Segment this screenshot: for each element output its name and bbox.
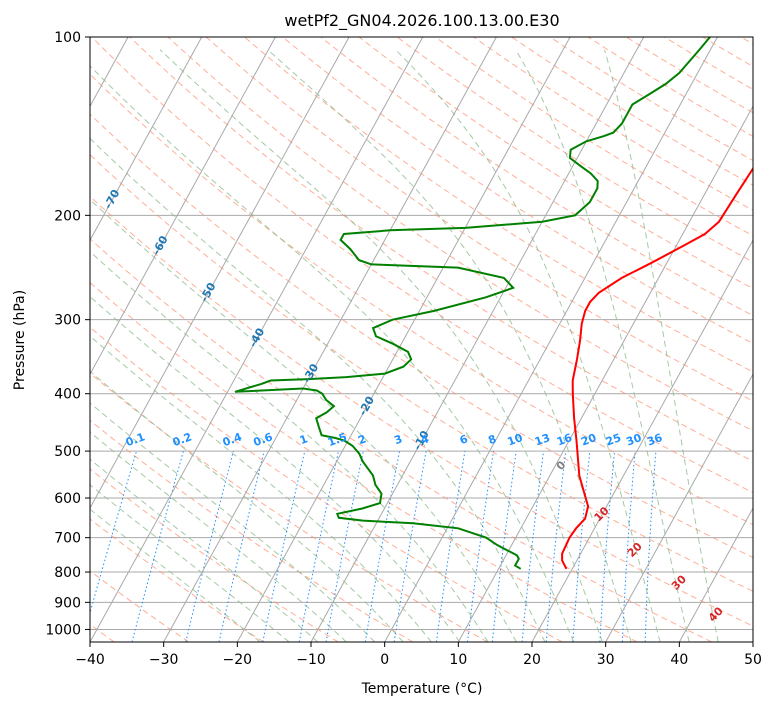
x-tick-label: 20 bbox=[523, 652, 541, 668]
moist-adiabat-line bbox=[90, 296, 461, 642]
dewpoint-line bbox=[234, 37, 711, 570]
moist-adiabat-line bbox=[90, 137, 546, 642]
dry-adiabat-line bbox=[244, 37, 753, 373]
isotherm-line bbox=[90, 37, 350, 510]
isotherm-line bbox=[236, 37, 571, 642]
x-tick-label: 30 bbox=[597, 652, 615, 668]
mixing-ratio-label: 25 bbox=[604, 431, 623, 448]
x-tick-label: 0 bbox=[380, 652, 389, 668]
mixing-ratio-line bbox=[545, 451, 567, 642]
moist-adiabat-line bbox=[90, 458, 319, 642]
chart-title: wetPf2_GN04.2026.100.13.00.E30 bbox=[284, 11, 559, 31]
isotherm-line bbox=[163, 37, 497, 642]
mixing-ratio-label: 30 bbox=[625, 431, 644, 449]
mixing-ratio-label: 4 bbox=[419, 432, 431, 447]
temperature-line bbox=[561, 166, 753, 570]
moist-adiabat-line bbox=[515, 49, 690, 642]
dry-adiabat-line bbox=[90, 238, 712, 642]
x-tick-label: −10 bbox=[296, 652, 326, 668]
mixing-ratio-label: 2 bbox=[356, 432, 368, 447]
dry-adiabat-line bbox=[90, 468, 339, 642]
dry-adiabat-line bbox=[396, 37, 753, 263]
mixing-ratio-label: 0.2 bbox=[171, 430, 194, 449]
mixing-ratio-label: 0.1 bbox=[124, 430, 147, 449]
x-tick-label: 50 bbox=[744, 652, 762, 668]
dry-adiabat-line bbox=[90, 326, 563, 642]
moist-adiabat-line bbox=[90, 431, 347, 642]
isotherm-line bbox=[90, 37, 276, 376]
moist-adiabat-line bbox=[90, 402, 376, 642]
mixing-ratio-label: 1 bbox=[298, 432, 310, 447]
y-tick-label: 800 bbox=[54, 565, 81, 581]
dry-adiabat-line bbox=[91, 37, 753, 494]
mixing-ratio-line bbox=[262, 450, 306, 642]
pressure-gridlines bbox=[90, 37, 753, 630]
plot-frame bbox=[89, 36, 754, 643]
y-tick-label: 300 bbox=[54, 313, 81, 329]
y-tick-label: 1000 bbox=[45, 622, 81, 638]
y-tick-label: 100 bbox=[54, 30, 81, 46]
x-tick-label: −20 bbox=[223, 652, 253, 668]
mixing-ratio-label: 6 bbox=[458, 432, 470, 447]
mixing-ratio-line bbox=[185, 450, 234, 642]
x-tick-label: −30 bbox=[149, 652, 179, 668]
x-tick-label: 10 bbox=[449, 652, 467, 668]
dry-adiabat-line bbox=[90, 195, 753, 627]
dry-adiabat-line bbox=[129, 37, 753, 462]
x-tick-label: 40 bbox=[670, 652, 688, 668]
dry-adiabat-line bbox=[320, 37, 753, 317]
mixing-ratio-line bbox=[467, 451, 494, 642]
mixing-ratio-label: 13 bbox=[533, 431, 552, 448]
dry-adiabats bbox=[90, 37, 753, 642]
y-axis-ticks: 100 200 300 400 500 600 700 800 900 1000 bbox=[45, 30, 90, 638]
dry-adiabat-line bbox=[90, 113, 753, 559]
mixing-ratio-label: 8 bbox=[487, 432, 499, 447]
dry-adiabat-line bbox=[282, 37, 753, 345]
mixing-ratio-label: 3 bbox=[393, 432, 405, 447]
mixing-ratio-label: 10 bbox=[506, 431, 525, 449]
mixing-ratio-label: 16 bbox=[555, 431, 574, 449]
isotherm-line bbox=[384, 37, 718, 642]
mixing-ratio-label: 0.6 bbox=[252, 430, 275, 449]
dry-adiabat-line bbox=[358, 37, 753, 290]
x-axis-label: Temperature (°C) bbox=[361, 681, 483, 697]
x-axis-ticks: −40 −30 −20 −10 0 10 20 30 40 50 bbox=[75, 642, 762, 668]
isotherm-line bbox=[605, 373, 753, 642]
y-axis-label: Pressure (hPa) bbox=[12, 290, 28, 390]
isotherm-line bbox=[90, 37, 203, 242]
sounding-series bbox=[234, 37, 753, 570]
mixing-ratio-line bbox=[491, 451, 517, 642]
mixing-ratio-line bbox=[218, 450, 265, 642]
isotherms bbox=[90, 37, 753, 642]
y-tick-label: 900 bbox=[54, 595, 81, 611]
plot-area: -100-90-80-70-60-50-40-30-20-100.10.20.4… bbox=[90, 37, 753, 642]
mixing-ratio-label: 36 bbox=[645, 431, 664, 449]
mixing-ratio-line bbox=[435, 451, 466, 642]
mixing-ratio-line bbox=[521, 451, 545, 642]
moist-adiabat-line bbox=[90, 250, 489, 642]
moist-adiabat-line bbox=[395, 49, 661, 642]
isotherm-line bbox=[457, 105, 753, 642]
isotherm-line bbox=[90, 37, 424, 642]
isotherm-line bbox=[531, 239, 753, 642]
mixing-ratio-label: 20 bbox=[579, 431, 598, 449]
y-tick-label: 400 bbox=[54, 387, 81, 403]
dry-adiabat-line bbox=[90, 154, 753, 592]
isotherm-line bbox=[678, 507, 753, 642]
y-tick-label: 600 bbox=[54, 491, 81, 507]
isotherm-line bbox=[310, 37, 645, 642]
mixing-ratio-line bbox=[90, 450, 137, 615]
mixing-ratio-label: 0.4 bbox=[221, 430, 244, 449]
moist-adiabat-line bbox=[90, 335, 432, 642]
y-tick-label: 500 bbox=[54, 444, 81, 460]
dry-adiabat-line bbox=[90, 73, 753, 526]
y-tick-label: 700 bbox=[54, 531, 81, 547]
x-tick-label: −40 bbox=[75, 652, 105, 668]
mixing-ratio-label: 1.5 bbox=[326, 430, 349, 449]
y-tick-label: 200 bbox=[54, 208, 81, 224]
moist-adiabat-line bbox=[90, 65, 575, 642]
